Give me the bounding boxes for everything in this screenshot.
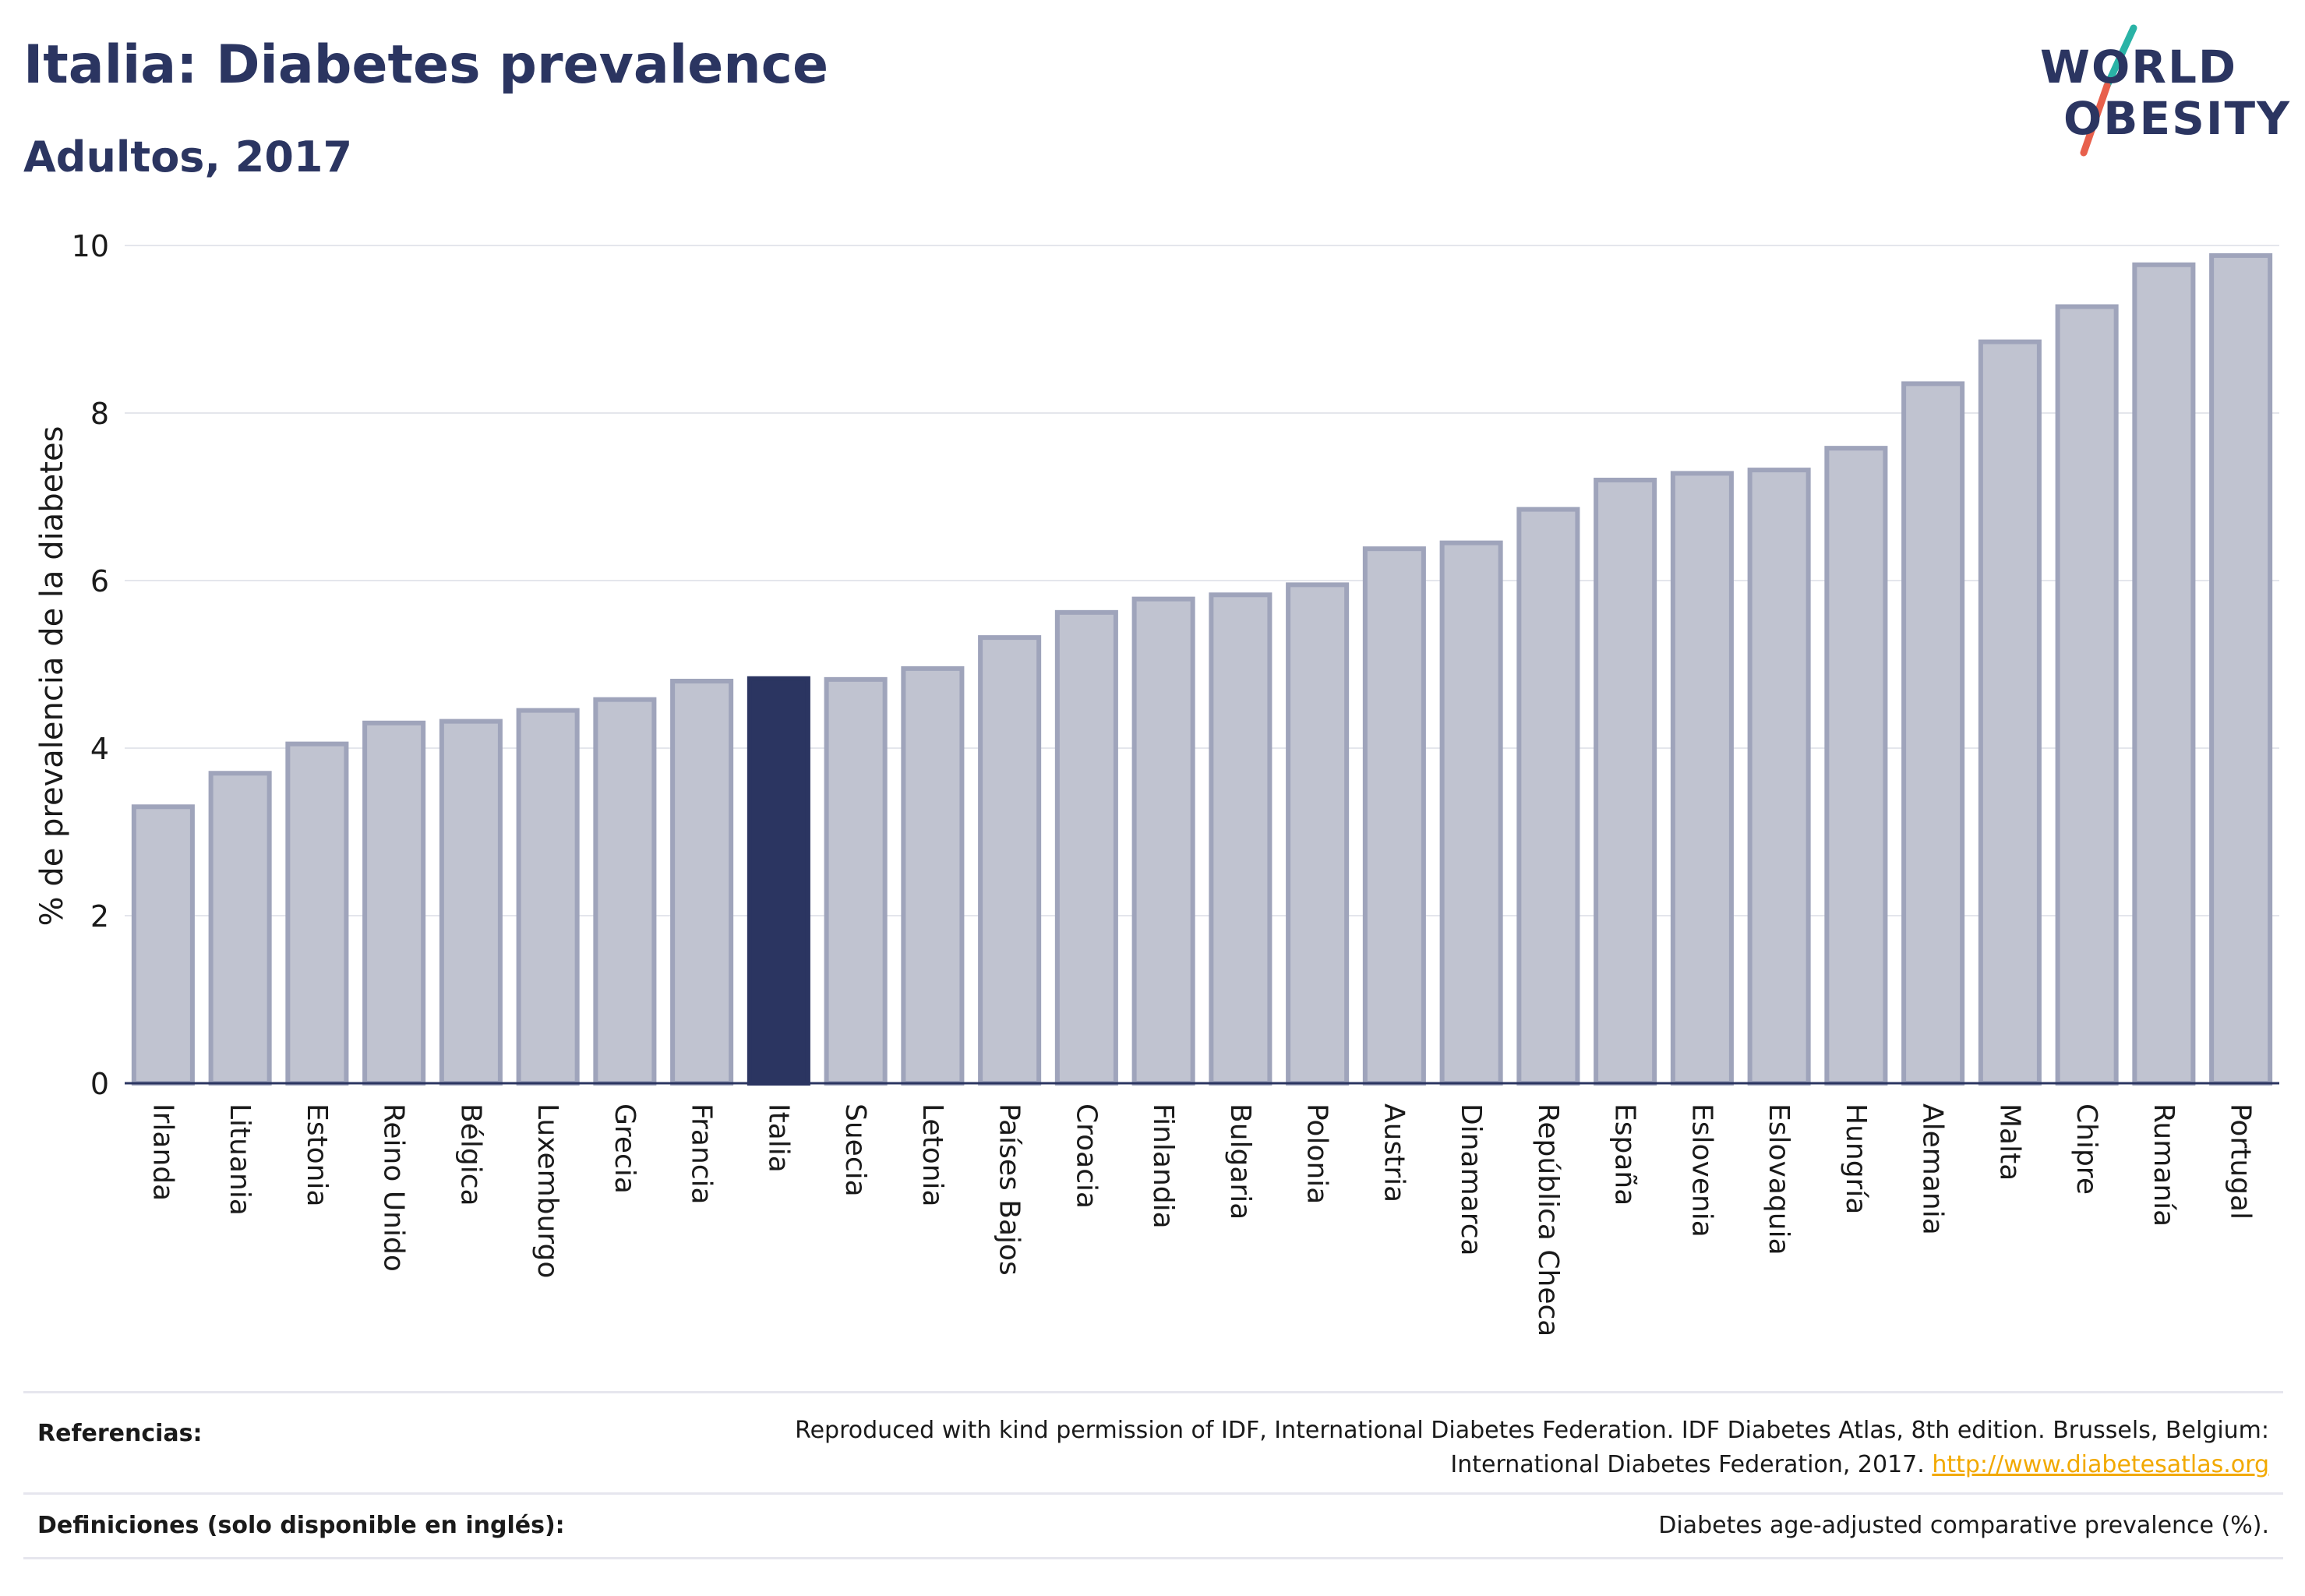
y-tick-label: 4 (90, 732, 109, 766)
bar-estonia (285, 741, 349, 1086)
bar-polonia (1286, 582, 1350, 1086)
x-tick-label: Eslovaquia (1763, 1103, 1795, 1255)
x-tick-label: Italia (762, 1103, 794, 1173)
bar-reino-unido (362, 720, 426, 1086)
references-row: Referencias: Reproduced with kind permis… (23, 1391, 2283, 1495)
y-tick-label: 8 (90, 397, 109, 431)
references-line-1: Reproduced with kind permission of IDF, … (795, 1417, 2269, 1444)
x-tick-label: Austria (1378, 1103, 1410, 1202)
x-tick-label: Letonia (916, 1103, 948, 1207)
references-line-2: International Diabetes Federation, 2017.… (795, 1448, 2269, 1482)
bar-eslovenia (1670, 471, 1734, 1086)
x-tick-label: Países Bajos (994, 1103, 1025, 1276)
x-tick-label: Bulgaria (1224, 1103, 1256, 1220)
bar-croacia (1054, 609, 1118, 1086)
bar-chart: 0 2 4 6 8 10 Irlanda Lituania Estonia Reino Unido… (34, 229, 2279, 1336)
bar-suecia (824, 676, 888, 1086)
world-obesity-logo: WORLD OBESITY (2026, 23, 2291, 164)
x-tick-label: Francia (686, 1103, 718, 1205)
bar-portugal (2209, 252, 2273, 1086)
y-tick-label: 2 (90, 899, 109, 934)
bar-bulgaria (1209, 592, 1273, 1086)
bars-layer (131, 252, 2273, 1086)
bar-rumanía (2132, 262, 2196, 1086)
x-tick-label: Suecia (839, 1103, 871, 1197)
x-tick-label: Finlandia (1147, 1103, 1179, 1229)
x-tick-label: Eslovenia (1686, 1103, 1717, 1238)
x-tick-label: Lituania (224, 1103, 256, 1216)
bar-francia (670, 679, 734, 1086)
bar-países-bajos (978, 635, 1042, 1086)
bar-dinamarca (1439, 540, 1503, 1086)
references-text: Reproduced with kind permission of IDF, … (795, 1414, 2269, 1482)
page-title: Italia: Diabetes prevalence (23, 34, 829, 96)
bar-luxemburgo (516, 708, 580, 1086)
references-link[interactable]: http://www.diabetesatlas.org (1932, 1451, 2269, 1478)
bar-letonia (901, 666, 965, 1086)
definitions-row: Definiciones (solo disponible en inglés)… (23, 1492, 2283, 1559)
logo-slash-icon (2080, 24, 2137, 157)
y-tick-label: 0 (90, 1067, 109, 1101)
x-tick-label: Bélgica (454, 1103, 486, 1206)
bar-eslovaquia (1747, 468, 1811, 1086)
x-tick-label: Alemania (1917, 1103, 1949, 1235)
x-tick-label: Irlanda (146, 1103, 178, 1201)
x-tick-label: República Checa (1532, 1103, 1564, 1336)
axis-layer: 0 2 4 6 8 10 Irlanda Lituania Estonia Reino Unido… (72, 229, 2279, 1336)
definitions-label: Definiciones (solo disponible en inglés)… (37, 1512, 565, 1539)
y-tick-label: 10 (72, 229, 109, 263)
x-tick-label: Croacia (1070, 1103, 1102, 1209)
bar-españa (1594, 478, 1657, 1086)
x-tick-label: Luxemburgo (531, 1103, 563, 1278)
x-tick-label: Portugal (2225, 1103, 2257, 1220)
references-label: Referencias: (37, 1420, 203, 1447)
x-tick-label: España (1609, 1103, 1641, 1206)
page-subtitle: Adultos, 2017 (23, 132, 353, 182)
x-tick-label: Malta (1993, 1103, 2025, 1181)
y-axis-label: % de prevalencia de la diabetes (34, 426, 70, 927)
bar-irlanda (131, 804, 195, 1086)
bar-chipre (2055, 304, 2119, 1086)
bar-bélgica (439, 719, 503, 1086)
x-tick-label: Reino Unido (378, 1103, 410, 1272)
logo-word-obesity: OBESITY (2063, 92, 2292, 145)
x-tick-label: Chipre (2070, 1103, 2102, 1195)
bar-malta (1978, 339, 2042, 1086)
x-tick-label: Estonia (301, 1103, 333, 1207)
x-tick-label: Dinamarca (1455, 1103, 1487, 1256)
bar-finlandia (1131, 596, 1195, 1086)
bar-alemania (1901, 381, 1965, 1086)
references-line-2-text: International Diabetes Federation, 2017. (1450, 1451, 1925, 1478)
bar-lituania (208, 771, 272, 1086)
x-tick-label: Hungría (1840, 1103, 1872, 1214)
bar-italia (747, 676, 810, 1086)
bar-austria (1362, 546, 1426, 1086)
bar-hungría (1824, 446, 1888, 1086)
definitions-text: Diabetes age-adjusted comparative preval… (1658, 1512, 2269, 1539)
y-tick-label: 6 (90, 564, 109, 598)
x-tick-label: Polonia (1301, 1103, 1333, 1204)
bar-grecia (593, 697, 657, 1086)
x-tick-label: Grecia (609, 1103, 641, 1194)
bar-república-checa (1516, 507, 1580, 1086)
x-tick-label: Rumanía (2148, 1103, 2180, 1227)
logo-word-world: WORLD (2040, 41, 2238, 94)
